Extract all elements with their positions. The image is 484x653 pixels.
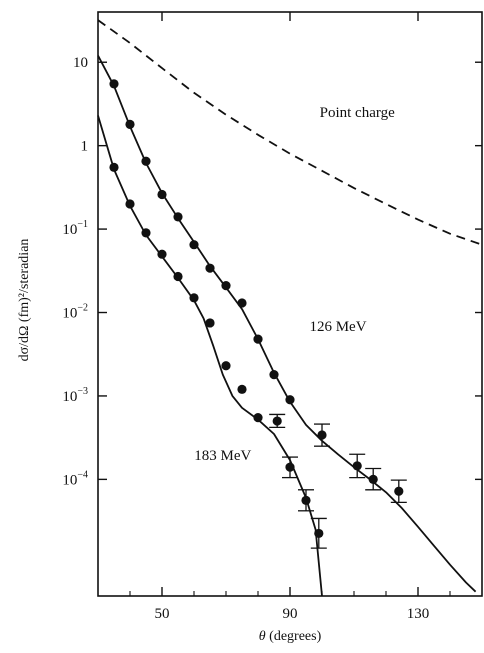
data-point [285, 462, 295, 472]
data-point [205, 318, 215, 328]
fit-curve [97, 115, 323, 597]
data-point [157, 189, 167, 200]
y-tick-label: 10−1 [62, 219, 88, 238]
data-point [173, 212, 183, 222]
annotations: Point charge 126 MeV 183 MeV [194, 105, 395, 464]
data-point [141, 156, 151, 166]
data-point [285, 395, 295, 405]
y-tick-label: 10−4 [62, 469, 88, 488]
data-point [221, 361, 231, 371]
x-axis-title: θ (degrees) [259, 629, 322, 644]
data-point [221, 281, 231, 291]
x-tick-label: 50 [155, 606, 170, 622]
x-tick-label: 130 [407, 606, 430, 622]
y-axis-title: dσ/dΩ (fm)²/steradian [17, 239, 32, 362]
annotation-label: 126 MeV [309, 319, 366, 335]
data-point [157, 249, 167, 259]
plot-border [97, 11, 483, 597]
data-point [352, 461, 362, 471]
data-point [237, 298, 247, 308]
annotation-label: 183 MeV [194, 448, 251, 464]
data-point [317, 430, 327, 440]
data-point [269, 370, 279, 380]
data-point [368, 474, 378, 484]
axis-ticks: 50 90 130 10 1 10−1 10−2 10−3 10−4 [62, 12, 482, 622]
plot-frame [97, 11, 483, 597]
data-point [237, 384, 247, 394]
data-point [189, 240, 199, 250]
data-point [272, 416, 282, 426]
x-tick-label: 90 [283, 606, 298, 622]
y-tick-label: 1 [81, 139, 89, 155]
data-point [314, 528, 324, 539]
data-point [141, 228, 151, 238]
data-point [109, 79, 119, 89]
data-point [253, 334, 263, 344]
data-point [173, 271, 183, 282]
data-point [253, 413, 263, 423]
data-point [205, 263, 215, 273]
data-point [125, 119, 135, 129]
y-tick-label: 10−2 [62, 303, 88, 322]
series-layer [97, 19, 483, 597]
data-marks [109, 79, 407, 549]
data-point [189, 293, 199, 303]
data-point [125, 199, 135, 209]
data-point [301, 495, 311, 505]
data-point [394, 486, 404, 496]
fit-curve [97, 55, 477, 593]
annotation-label: Point charge [320, 105, 395, 121]
point-charge-curve [97, 19, 483, 246]
data-point [109, 162, 119, 172]
y-tick-label: 10 [73, 55, 88, 71]
y-tick-label: 10−3 [62, 386, 88, 405]
